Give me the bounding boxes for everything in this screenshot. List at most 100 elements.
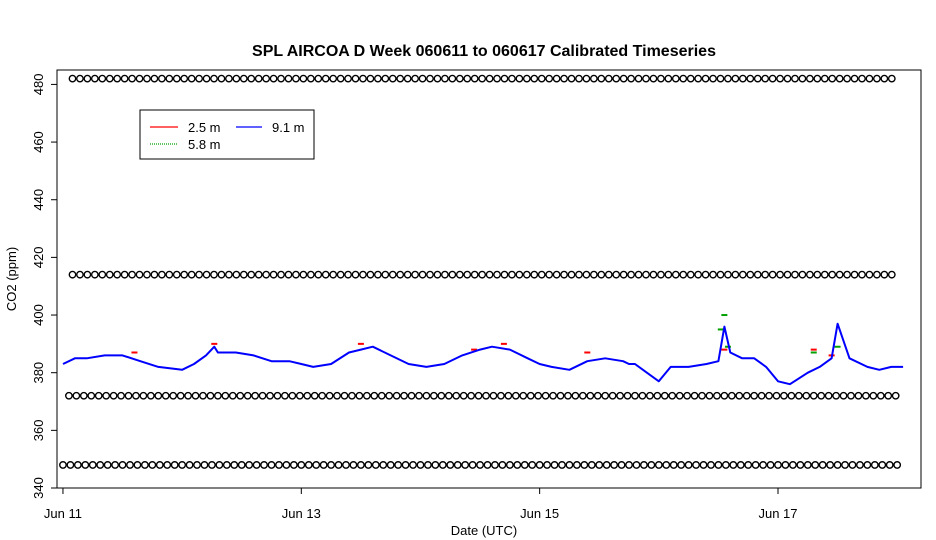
calibration-point [118, 461, 127, 469]
calibration-point [482, 391, 490, 400]
calibration-point [103, 461, 112, 469]
calibration-point [247, 270, 256, 279]
calibration-point [319, 461, 328, 469]
calibration-point [90, 74, 99, 83]
calibration-point [608, 391, 617, 400]
calibration-point [597, 74, 606, 83]
calibration-point [545, 270, 554, 279]
calibration-point [165, 270, 174, 279]
calibration-point [727, 391, 736, 400]
calibration-point [735, 391, 744, 400]
calibration-point [796, 461, 805, 469]
calibration-point [780, 391, 788, 400]
calibration-point [791, 74, 799, 83]
calibration-point [839, 391, 848, 400]
calibration-point [721, 461, 730, 469]
calibration-point [252, 461, 261, 469]
calibration-point [135, 74, 144, 83]
calibration-point [195, 74, 204, 83]
calibration-point [336, 74, 345, 83]
calibration-point [68, 270, 77, 279]
calibration-point [537, 270, 546, 279]
calibration-point [515, 74, 524, 83]
calibration-point [783, 74, 792, 83]
calibration-point [304, 461, 313, 469]
calibration-point [455, 270, 464, 279]
calibration-point [72, 391, 81, 400]
calibration-point [746, 270, 755, 279]
calibration-point [543, 461, 551, 469]
calibration-point [684, 461, 693, 469]
calibration-point [344, 74, 352, 83]
y-axis: 340 360 380 400 420 440 460 480 [31, 74, 57, 499]
calibration-point [416, 461, 425, 469]
calibration-point [448, 270, 457, 279]
calibration-point [520, 461, 529, 469]
calibration-point [873, 74, 881, 83]
calibration-point [567, 74, 576, 83]
calibration-point [863, 461, 872, 469]
calibration-point [401, 461, 410, 469]
calibration-point [232, 270, 241, 279]
calibration-point [761, 74, 770, 83]
y-tick-label: 460 [31, 131, 46, 153]
calibration-point [109, 391, 118, 400]
calibration-point [876, 391, 885, 400]
calibration-point [225, 74, 233, 83]
calibration-point [348, 391, 356, 400]
calibration-point [679, 74, 688, 83]
calibration-point [841, 461, 849, 469]
calibration-point [627, 74, 636, 83]
calibration-point [102, 391, 111, 400]
calibration-point [187, 270, 196, 279]
calibration-point [275, 461, 283, 469]
calibration-point [178, 461, 187, 469]
calibration-point [776, 270, 784, 279]
calibration-point [709, 74, 717, 83]
y-tick-label: 360 [31, 419, 46, 441]
calibration-point [113, 270, 122, 279]
calibration-point [653, 391, 662, 400]
calibration-point [105, 270, 114, 279]
calibration-point [508, 270, 516, 279]
calibration-point [321, 270, 330, 279]
calibration-point [887, 270, 896, 279]
calibration-point [828, 270, 837, 279]
x-axis: Jun 11 Jun 13 Jun 15 Jun 17 [44, 488, 798, 521]
y-tick-label: 480 [31, 74, 46, 96]
calibration-point [474, 391, 483, 400]
calibration-point [781, 461, 790, 469]
calibration-point [662, 461, 671, 469]
calibration-point [701, 270, 710, 279]
calibration-point [411, 74, 420, 83]
calibration-point [595, 461, 604, 469]
calibration-point [96, 461, 105, 469]
calibration-point [269, 74, 278, 83]
calibration-point [150, 270, 159, 279]
calibration-point [500, 74, 509, 83]
calibration-point [619, 74, 628, 83]
calibration-point [381, 74, 390, 83]
calibration-point [222, 461, 231, 469]
calibration-point [292, 74, 300, 83]
calibration-point [552, 270, 561, 279]
calibration-point [616, 391, 624, 400]
calibration-point [441, 74, 449, 83]
calibration-point [470, 270, 479, 279]
calibration-point [843, 270, 852, 279]
calibration-point [83, 270, 92, 279]
calibration-point [396, 270, 405, 279]
calibration-point [191, 391, 200, 400]
calibration-point [351, 270, 360, 279]
calibration-point [90, 270, 99, 279]
calibration-point [79, 391, 88, 400]
calibration-point [359, 74, 367, 83]
y-tick-label: 420 [31, 247, 46, 269]
calibration-point [671, 270, 680, 279]
calibration-point [757, 391, 766, 400]
calibration-point [180, 270, 189, 279]
calibration-point [736, 461, 745, 469]
calibration-point [438, 461, 447, 469]
calibration-point [709, 270, 717, 279]
calibration-point [744, 461, 753, 469]
